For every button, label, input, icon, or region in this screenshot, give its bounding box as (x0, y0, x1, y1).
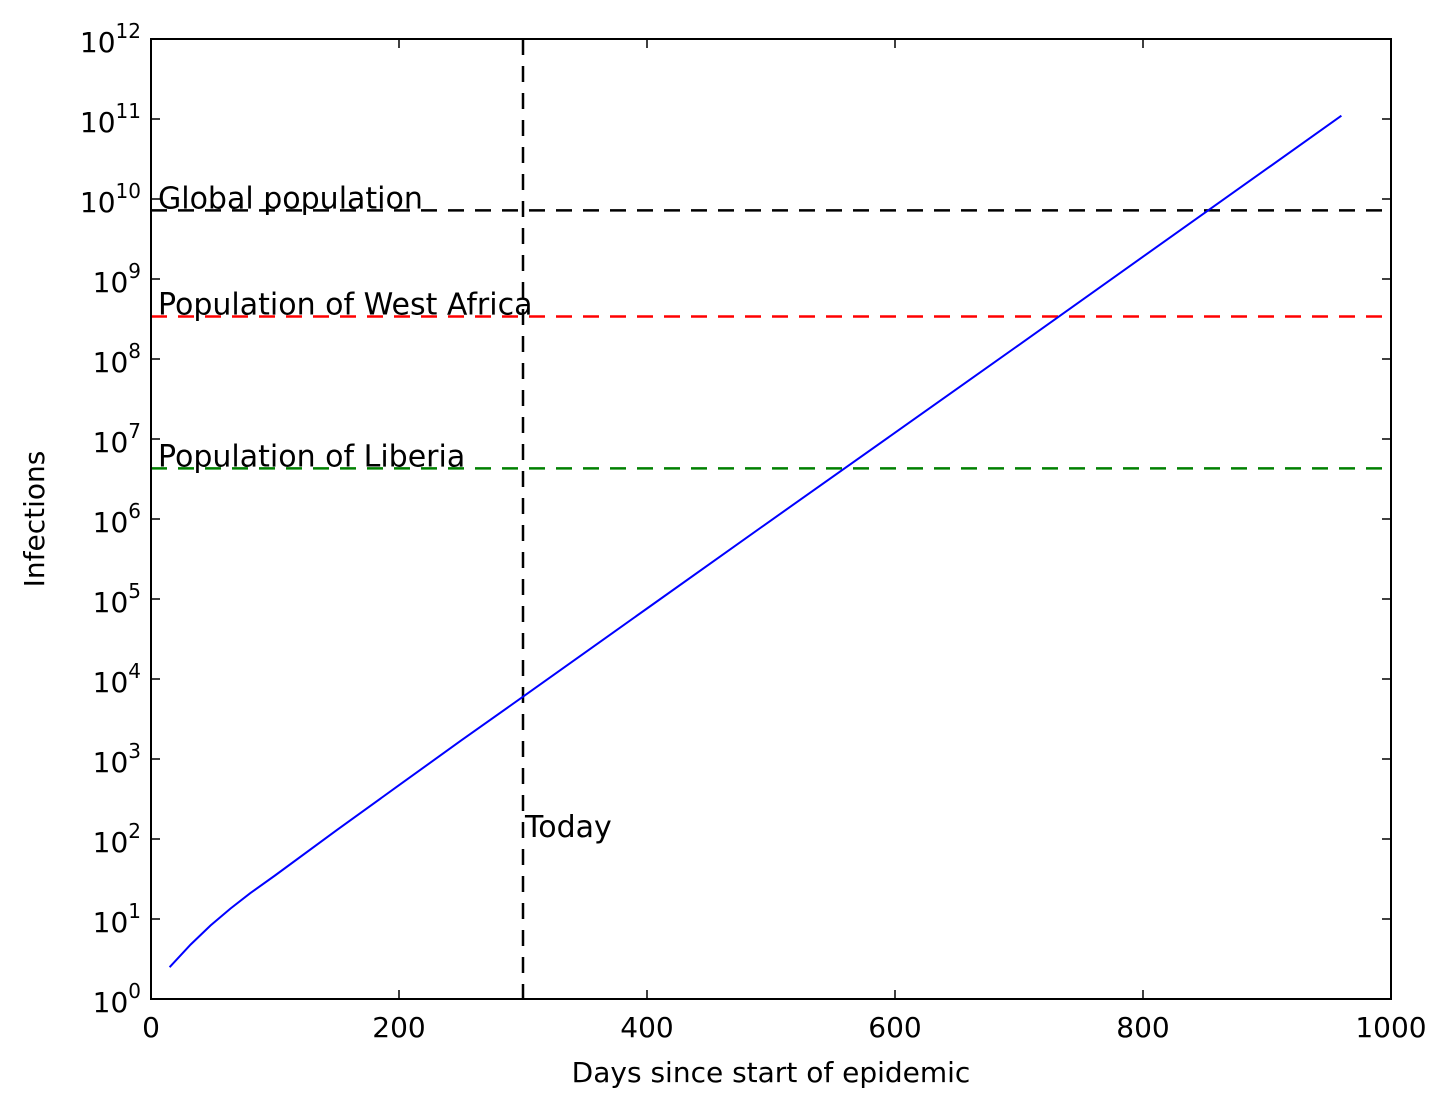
y-tick-label: 1010 (80, 179, 141, 219)
y-tick-label: 105 (93, 579, 141, 619)
y-tick-label: 1012 (80, 19, 141, 59)
y-tick-label: 108 (93, 339, 141, 379)
y-tick-label: 109 (93, 259, 141, 299)
x-tick-label: 0 (142, 1011, 160, 1044)
x-tick-label: 800 (1116, 1011, 1169, 1044)
y-tick-label: 104 (93, 659, 141, 699)
vline-label-0: Today (524, 810, 612, 845)
y-tick-label: 1011 (80, 99, 141, 139)
y-tick-label: 102 (93, 819, 141, 859)
y-tick-label: 101 (93, 899, 141, 939)
y-axis-label: Infections (18, 451, 51, 588)
x-tick-label: 200 (372, 1011, 425, 1044)
x-tick-label: 600 (868, 1011, 921, 1044)
hline-label-2: Population of Liberia (158, 439, 465, 474)
plot-frame (150, 38, 1392, 1000)
hline-label-0: Global population (158, 181, 423, 216)
x-axis-label: Days since start of epidemic (572, 1056, 971, 1089)
x-tick-label: 1000 (1355, 1011, 1426, 1044)
y-tick-label: 103 (93, 739, 141, 779)
series-line-0 (168, 114, 1342, 968)
y-tick-label: 106 (93, 499, 141, 539)
hline-label-1: Population of West Africa (158, 287, 532, 322)
x-tick-label: 400 (620, 1011, 673, 1044)
y-tick-label: 100 (93, 979, 141, 1019)
y-tick-label: 107 (93, 419, 141, 459)
chart-marks: Global population Population of West Afri… (151, 39, 1391, 999)
chart-ticks: 0 200 400 600 800 1000 100 101 102 103 104 105 106 10… (80, 19, 1427, 1044)
